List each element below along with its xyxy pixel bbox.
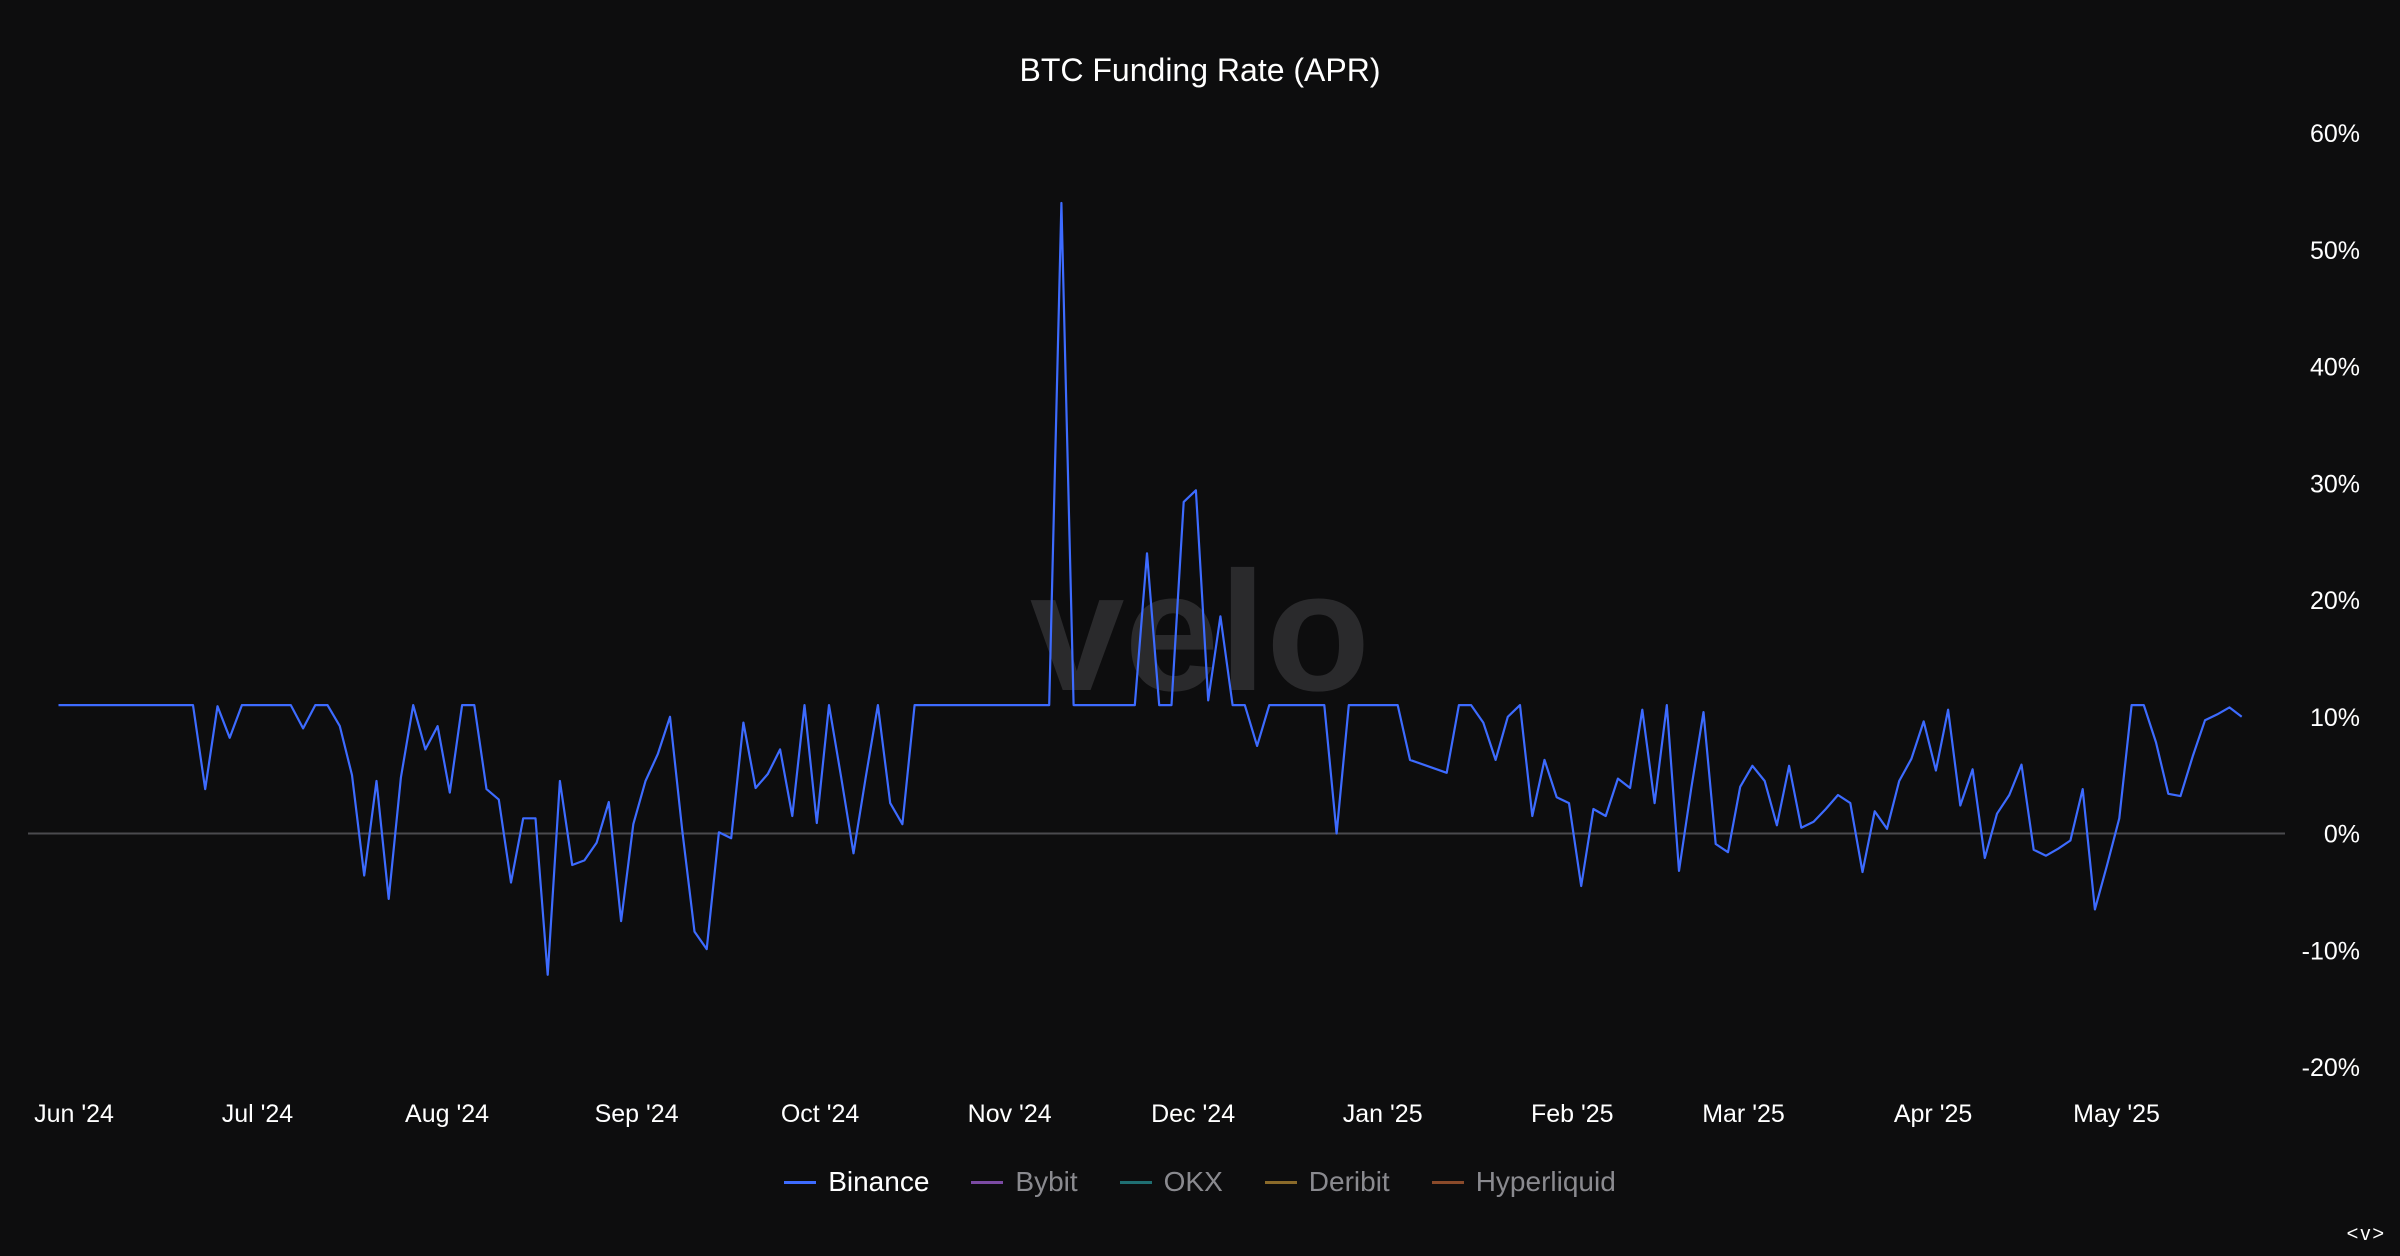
x-tick-label: Mar '25 <box>1702 1100 1785 1128</box>
legend-swatch <box>1264 1180 1297 1184</box>
legend-item-deribit[interactable]: Deribit <box>1264 1166 1390 1198</box>
y-tick-label: 40% <box>2310 354 2360 382</box>
legend-item-hyperliquid[interactable]: Hyperliquid <box>1431 1166 1616 1198</box>
y-tick-label: 20% <box>2310 587 2360 615</box>
x-tick-label: May '25 <box>2073 1100 2160 1128</box>
legend-swatch <box>1119 1180 1152 1184</box>
y-axis: 60% 50% 40% 30% 20% 10% 0% -10% -20% <box>2302 120 2360 1082</box>
x-tick-label: Aug '24 <box>405 1100 489 1128</box>
series-line-binance <box>58 201 2243 976</box>
x-tick-label: Jan '25 <box>1343 1100 1423 1128</box>
legend-label: Bybit <box>1015 1166 1078 1197</box>
legend-item-okx[interactable]: OKX <box>1119 1166 1223 1198</box>
legend-label: Hyperliquid <box>1475 1166 1616 1197</box>
legend-label: OKX <box>1163 1166 1223 1197</box>
chart-title: BTC Funding Rate (APR) <box>1019 52 1381 88</box>
legend-swatch <box>784 1180 817 1184</box>
legend-item-bybit[interactable]: Bybit <box>971 1166 1078 1198</box>
expand-collapse-icon[interactable]: <v> <box>2346 1223 2386 1245</box>
legend-label: Binance <box>828 1166 930 1197</box>
y-tick-label: -10% <box>2302 937 2360 965</box>
legend-label: Deribit <box>1308 1166 1390 1197</box>
legend-swatch <box>971 1180 1004 1184</box>
x-tick-label: Feb '25 <box>1531 1100 1614 1128</box>
y-tick-label: 0% <box>2324 821 2360 849</box>
y-tick-label: 10% <box>2310 704 2360 732</box>
y-tick-label: 50% <box>2310 237 2360 265</box>
x-tick-label: Sep '24 <box>595 1100 679 1128</box>
y-tick-label: -20% <box>2302 1054 2360 1082</box>
x-tick-label: Dec '24 <box>1151 1100 1235 1128</box>
legend-item-binance[interactable]: Binance <box>784 1166 929 1198</box>
x-tick-label: Jun '24 <box>34 1100 114 1128</box>
x-axis: Jun '24 Jul '24 Aug '24 Sep '24 Oct '24 Nov '… <box>34 1100 2160 1128</box>
x-tick-label: Oct '24 <box>781 1100 860 1128</box>
x-tick-label: Nov '24 <box>968 1100 1052 1128</box>
x-tick-label: Apr '25 <box>1894 1100 1972 1128</box>
legend-swatch <box>1431 1180 1464 1184</box>
legend: Binance Bybit OKX Deribit Hyperliquid <box>0 1166 2400 1198</box>
series-layer <box>58 201 2243 976</box>
y-tick-label: 30% <box>2310 470 2360 498</box>
x-tick-label: Jul '24 <box>222 1100 294 1128</box>
y-tick-label: 60% <box>2310 120 2360 148</box>
